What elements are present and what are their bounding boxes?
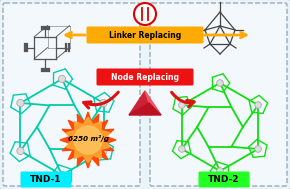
Circle shape xyxy=(255,146,261,152)
Text: Linker Replacing: Linker Replacing xyxy=(109,30,181,40)
Text: TND-1: TND-1 xyxy=(30,175,62,184)
Circle shape xyxy=(100,99,107,107)
Circle shape xyxy=(179,102,185,108)
FancyBboxPatch shape xyxy=(86,26,204,43)
Polygon shape xyxy=(145,91,161,115)
Circle shape xyxy=(74,126,102,154)
FancyBboxPatch shape xyxy=(97,68,193,85)
Circle shape xyxy=(17,147,24,155)
Circle shape xyxy=(179,146,185,152)
Text: TND-2: TND-2 xyxy=(208,175,240,184)
Polygon shape xyxy=(129,103,161,115)
Text: Node Replacing: Node Replacing xyxy=(111,73,179,81)
FancyBboxPatch shape xyxy=(198,171,249,187)
Circle shape xyxy=(217,168,223,174)
Circle shape xyxy=(100,147,107,155)
Circle shape xyxy=(217,80,223,86)
Circle shape xyxy=(17,99,24,107)
Circle shape xyxy=(134,3,156,25)
Polygon shape xyxy=(60,112,116,168)
Text: 6250 m²/g: 6250 m²/g xyxy=(68,135,108,142)
FancyBboxPatch shape xyxy=(21,171,72,187)
Circle shape xyxy=(58,75,66,83)
FancyBboxPatch shape xyxy=(150,3,287,186)
Circle shape xyxy=(255,102,261,108)
FancyBboxPatch shape xyxy=(3,3,140,186)
Polygon shape xyxy=(66,117,110,163)
Polygon shape xyxy=(129,91,149,115)
Circle shape xyxy=(58,171,66,179)
